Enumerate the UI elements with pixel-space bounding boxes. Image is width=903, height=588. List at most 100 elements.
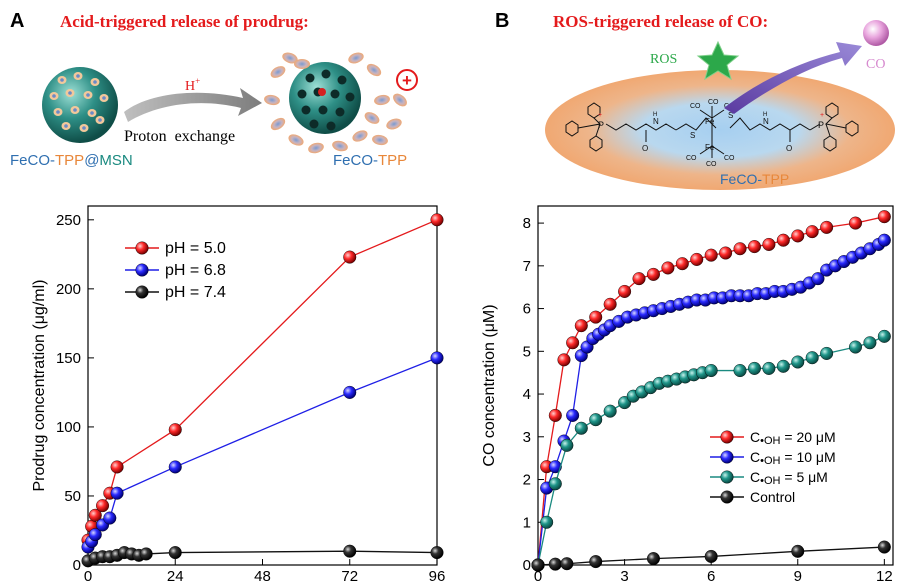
released-prodrug-particle [282,52,298,64]
hydrogen-right: H [763,112,767,118]
released-prodrug-particle [270,117,286,131]
feco-tpp-molecule [565,102,859,158]
x-tick-label: 12 [876,568,893,585]
released-prodrug-sphere [264,52,407,154]
panel-b-schematic: B ROS-triggered release of CO: [495,10,895,190]
legend-label: C•OH = 20 μM [750,429,836,447]
data-point [776,233,790,247]
released-prodrug-particle [288,134,304,146]
x-tick-label: 6 [707,568,715,585]
series-line [537,239,885,566]
released-prodrug-particle [364,112,380,124]
co-ligand-6: CO [724,155,735,162]
data-point [168,423,182,437]
co-ligand-4: CO [686,155,697,162]
caption-tpp: TPP [55,152,84,169]
data-point [863,336,877,350]
series-red [81,213,444,547]
positive-charge-symbol: + [402,71,412,90]
data-point [548,477,562,491]
sulfur-right: S [728,111,733,120]
caption-at: @ [84,152,99,169]
empty-pore [318,105,328,115]
released-prodrug-particle [374,94,390,106]
data-point [848,216,862,230]
legend-marker [720,450,734,464]
legend: C•OH = 20 μMC•OH = 10 μMC•OH = 5 μMContr… [710,429,836,505]
pore-with-prodrug [73,72,83,80]
legend-label-sub: •OH [760,455,780,467]
legend-marker [135,241,149,255]
data-point [110,486,124,500]
data-point [877,210,891,224]
series-black [531,540,891,572]
data-point [675,257,689,271]
h-ion-superscript: + [195,76,200,86]
data-point [540,515,554,529]
empty-pore [326,121,336,131]
pore-with-prodrug [65,89,75,97]
x-tick-label: 96 [429,568,446,585]
legend-item: C•OH = 5 μM [710,469,828,487]
data-point [560,438,574,452]
red-pore [318,88,326,96]
legend-item: C•OH = 10 μM [710,449,836,467]
y-axis-label: Prodrug concentration (μg/ml) [31,280,48,492]
legend: pH = 5.0 pH = 6.8 pH = 7.4 [125,240,226,301]
pore-with-prodrug [57,76,67,84]
legend-marker [720,490,734,504]
data-point [110,460,124,474]
legend-label-main: C [750,469,760,485]
pore-with-prodrug [49,92,59,100]
y-tick-label: 2 [523,472,531,489]
y-tick-label: 250 [56,212,81,229]
data-point [603,297,617,311]
released-prodrug-particle [393,93,407,107]
data-point [733,242,747,256]
caption-feco-b: FeCO- [720,171,762,187]
empty-pore [297,89,307,99]
legend-marker [720,430,734,444]
proton-exchange-label: Proton exchange [124,128,235,145]
data-point [548,557,562,571]
data-point [343,544,357,558]
pore-with-prodrug [83,91,93,99]
legend-marker [720,470,734,484]
data-point [791,355,805,369]
series-teal [531,329,891,572]
h-ion-label: H [185,79,195,94]
data-point [762,361,776,375]
data-point [805,225,819,239]
empty-pore [335,107,345,117]
y-tick-label: 200 [56,281,81,298]
data-point [791,544,805,558]
y-tick-label: 0 [73,557,81,574]
legend-label-value: = 5 μM [780,469,827,485]
legend-label-sub: •OH [760,475,780,487]
empty-pore [321,69,331,79]
data-point [820,220,834,234]
released-prodrug-particle [308,142,324,154]
x-tick-label: 3 [620,568,628,585]
ros-label: ROS [650,52,677,67]
pore-with-prodrug [90,78,100,86]
legend-item: pH = 5.0 [125,240,226,257]
y-tick-label: 0 [523,557,531,574]
data-point [88,508,102,522]
data-point [96,499,110,513]
data-point [430,546,444,560]
phosphorus-right: P [818,120,824,130]
pore-with-prodrug [61,122,71,130]
legend-label-value: = 20 μM [780,429,835,445]
released-prodrug-particle [348,52,364,64]
data-point [603,404,617,418]
pore-with-prodrug [87,109,97,117]
data-point [747,361,761,375]
y-tick-label: 1 [523,514,531,531]
y-tick-label: 8 [523,215,531,232]
x-tick-label: 24 [167,568,184,585]
legend-item: pH = 6.8 [125,262,226,279]
data-point [557,353,571,367]
released-prodrug-particle [352,130,368,142]
